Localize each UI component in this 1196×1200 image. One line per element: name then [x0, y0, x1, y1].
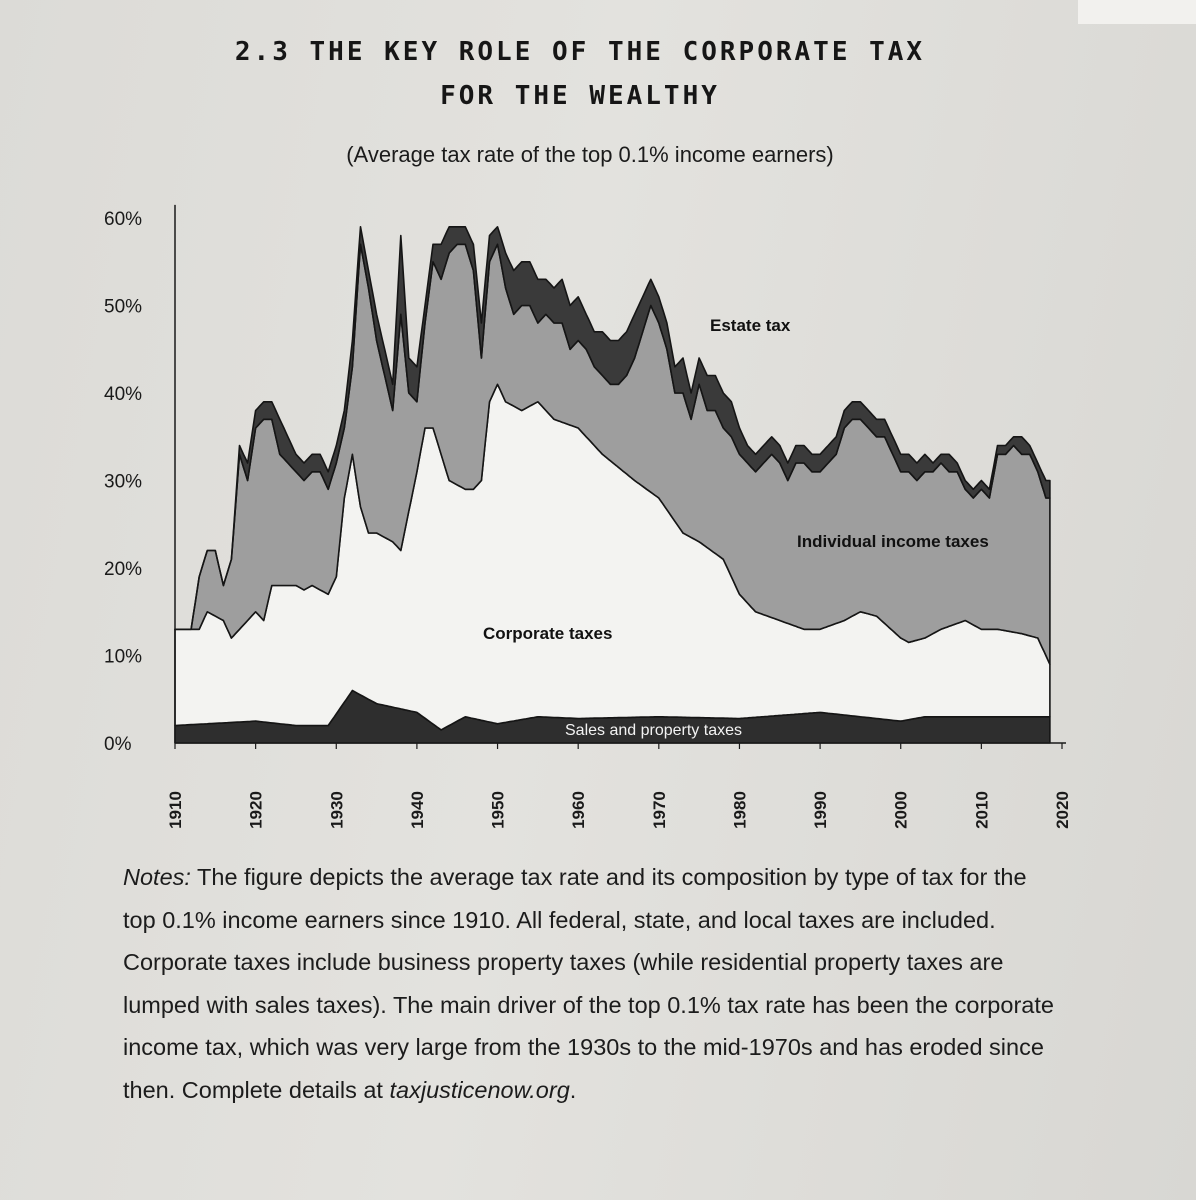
y-tick-label: 30%	[104, 472, 142, 493]
figure-title: 2.3 THE KEY ROLE OF THE CORPORATE TAX FO…	[150, 30, 1010, 118]
y-tick-label: 50%	[104, 297, 142, 318]
chart-labels: Estate tax Individual income taxes Corpora…	[483, 316, 989, 739]
y-tick-label: 60%	[104, 209, 142, 230]
y-tick-label: 0%	[104, 734, 132, 755]
y-tick-label: 40%	[104, 384, 142, 405]
x-tick-label: 1910	[166, 791, 185, 829]
page-corner	[1078, 0, 1196, 24]
x-tick-label: 2000	[892, 791, 911, 829]
x-tick-label: 1950	[489, 791, 508, 829]
x-tick-label: 2020	[1053, 791, 1072, 829]
figure-title-line2: FOR THE WEALTHY	[440, 81, 720, 111]
estate-area	[174, 226, 1051, 631]
notes-period: .	[569, 1076, 577, 1103]
notes-link[interactable]: taxjusticenow.org	[389, 1076, 570, 1103]
x-tick-label: 2010	[972, 791, 991, 829]
x-tick-label: 1940	[408, 791, 427, 829]
x-tick-label: 1980	[730, 791, 749, 829]
x-tick-label: 1930	[327, 791, 346, 829]
x-tick-label: 1960	[569, 791, 588, 829]
y-tick-label: 10%	[104, 647, 142, 668]
figure-title-line1: 2.3 THE KEY ROLE OF THE CORPORATE TAX	[234, 37, 926, 67]
estate-tax-label: Estate tax	[710, 316, 791, 335]
sales-property-label: Sales and property taxes	[565, 722, 742, 739]
notes-label: Notes:	[123, 864, 191, 890]
stacked-area-chart: 0% 10% 20% 30% 40% 50% 60% 1910 1920 1930 1940 1950…	[104, 204, 1072, 829]
chart-areas	[174, 226, 1051, 744]
x-tick-label: 1990	[811, 791, 830, 829]
x-tick-label: 1920	[247, 791, 266, 829]
individual-income-label: Individual income taxes	[797, 532, 989, 551]
chart-axes: 0% 10% 20% 30% 40% 50% 60% 1910 1920 1930 1940 1950…	[104, 204, 1072, 829]
figure-notes: Notes: The figure depicts the average ta…	[123, 856, 1058, 1111]
figure-subtitle: (Average tax rate of the top 0.1% income…	[346, 142, 834, 167]
notes-text: The figure depicts the average tax rate …	[123, 864, 1054, 1103]
y-tick-label: 20%	[104, 559, 142, 580]
x-tick-label: 1970	[650, 791, 669, 829]
corporate-taxes-label: Corporate taxes	[483, 624, 612, 643]
